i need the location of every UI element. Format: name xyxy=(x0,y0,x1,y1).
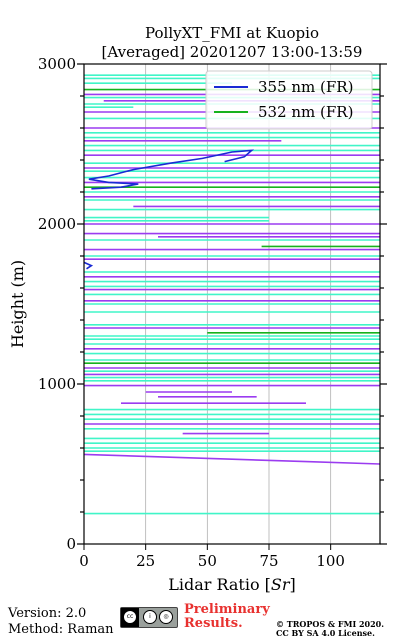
preliminary-line2: Results. xyxy=(184,616,243,631)
by-icon: i xyxy=(143,610,157,624)
cc-icon: cc xyxy=(123,610,137,624)
lidar-ratio-chart: PollyXT_FMI at Kuopio [Averaged] 2020120… xyxy=(8,24,387,594)
legend-box xyxy=(205,70,373,130)
copyright-line2: CC BY SA 4.0 License. xyxy=(276,628,375,638)
y-tick-label: 1000 xyxy=(38,375,76,393)
cc-license-logo: cc i ◎ xyxy=(120,607,178,628)
y-tick-label: 0 xyxy=(66,535,76,553)
x-axis-label: Lidar Ratio [Sr] xyxy=(168,575,296,594)
legend: 355 nm (FR) 532 nm (FR) xyxy=(205,70,373,130)
chart-title-line1: PollyXT_FMI at Kuopio xyxy=(145,24,319,42)
x-tick-label: 50 xyxy=(198,552,217,570)
preliminary-line1: Preliminary xyxy=(184,602,270,617)
legend-label-532: 532 nm (FR) xyxy=(258,103,353,121)
y-tick-label: 2000 xyxy=(38,215,76,233)
profile-line xyxy=(88,149,255,190)
plot-area xyxy=(83,74,381,515)
y-tick-label: 3000 xyxy=(38,55,76,73)
sa-icon: ◎ xyxy=(159,610,173,624)
copyright-line1: © TROPOS & FMI 2020. xyxy=(276,619,385,629)
x-tick-label: 0 xyxy=(79,552,89,570)
x-tick-label: 75 xyxy=(259,552,278,570)
version-text: Version: 2.0 xyxy=(8,606,87,621)
chart-title-line2: [Averaged] 20201207 13:00-13:59 xyxy=(102,43,363,61)
x-tick-label: 100 xyxy=(316,552,345,570)
x-tick-label: 25 xyxy=(136,552,155,570)
preliminary-results-text: Preliminary Results. xyxy=(184,603,270,631)
y-axis-label: Height (m) xyxy=(8,260,27,348)
profile-line xyxy=(83,453,381,465)
profile-line xyxy=(83,261,94,270)
plot-frame xyxy=(83,63,381,545)
method-text: Method: Raman xyxy=(8,622,114,637)
copyright-text: © TROPOS & FMI 2020. CC BY SA 4.0 Licens… xyxy=(276,620,384,638)
legend-label-355: 355 nm (FR) xyxy=(258,78,353,96)
